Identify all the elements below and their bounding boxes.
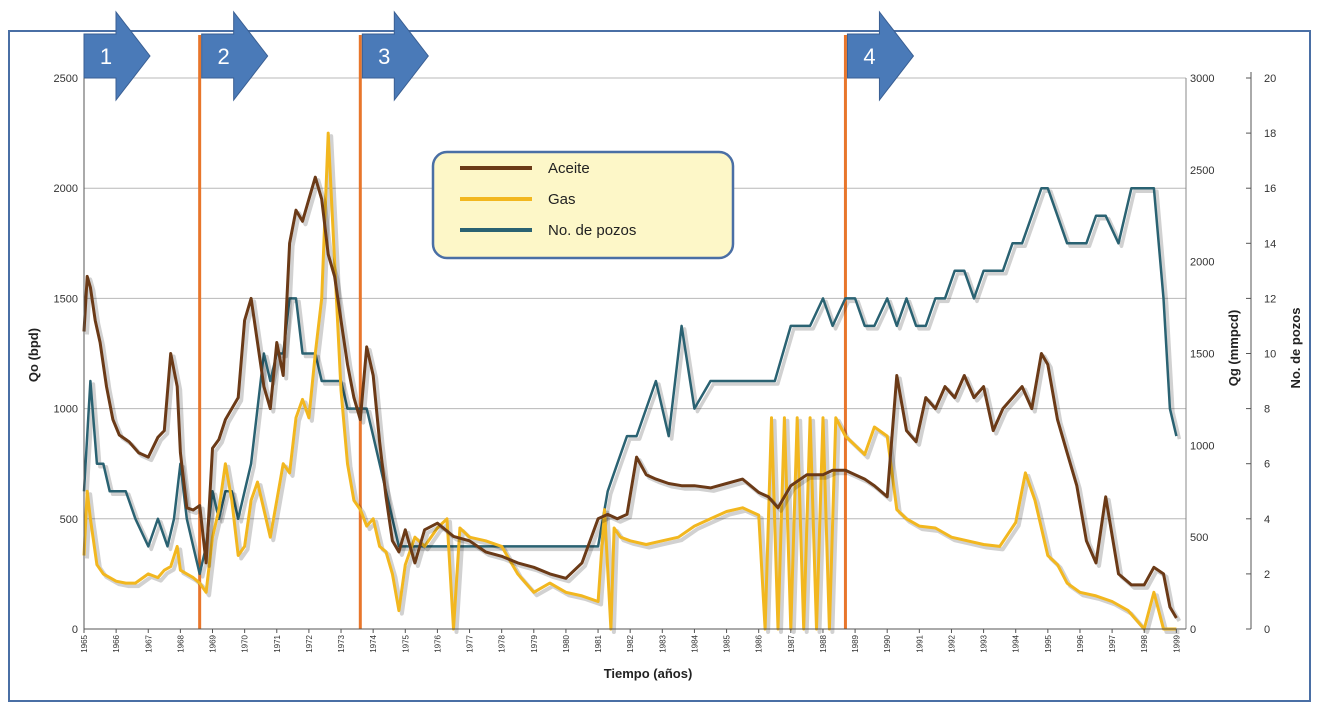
- x-tick-label: 1986: [755, 634, 764, 652]
- x-tick-label: 1974: [369, 634, 378, 652]
- y-right2-tick-label: 18: [1264, 128, 1276, 140]
- x-tick-label: 1988: [819, 634, 828, 652]
- y-right1-tick-label: 0: [1190, 624, 1196, 636]
- x-tick-label: 1971: [273, 634, 282, 652]
- x-tick-label: 1981: [594, 634, 603, 652]
- gridlines: [84, 78, 1186, 519]
- x-tick-label: 1980: [562, 634, 571, 652]
- y-right2-tick-label: 14: [1264, 238, 1276, 250]
- x-tick-label: 1995: [1044, 634, 1053, 652]
- phase-label: 3: [378, 44, 390, 69]
- x-tick-label: 1968: [176, 634, 185, 652]
- y-right1-tick-label: 500: [1190, 532, 1208, 544]
- x-tick-label: 1991: [915, 634, 924, 652]
- y-right2-tick-label: 4: [1264, 514, 1270, 526]
- x-tick-label: 1977: [466, 634, 475, 652]
- phase-arrow: [362, 12, 428, 100]
- y-left-tick-label: 2000: [54, 183, 78, 195]
- legend-label: Gas: [548, 191, 576, 208]
- legend-label: No. de pozos: [548, 222, 636, 239]
- y-right2-tick-label: 16: [1264, 183, 1276, 195]
- y-left-tick-label: 1500: [54, 293, 78, 305]
- y-right2-tick-label: 20: [1264, 73, 1276, 85]
- y-right2-tick-label: 8: [1264, 404, 1270, 416]
- x-tick-label: 1979: [530, 634, 539, 652]
- phase-label: 1: [100, 44, 112, 69]
- x-tick-label: 1998: [1140, 634, 1149, 652]
- phase-arrow: [202, 12, 268, 100]
- x-tick-label: 1987: [787, 634, 796, 652]
- x-tick-label: 1989: [851, 634, 860, 652]
- x-tick-label: 1970: [241, 634, 250, 652]
- x-tick-label: 1984: [690, 634, 699, 652]
- y-right1-tick-label: 1500: [1190, 349, 1214, 361]
- x-tick-label: 1990: [883, 634, 892, 652]
- x-tick-label: 1996: [1076, 634, 1085, 652]
- x-tick-label: 1992: [947, 634, 956, 652]
- legend-label: Aceite: [548, 160, 590, 177]
- y-right1-tick-label: 3000: [1190, 73, 1214, 85]
- y-axis-right2-title: No. de pozos: [1288, 308, 1303, 389]
- y-left-tick-label: 500: [60, 514, 78, 526]
- phase-arrow: [847, 12, 913, 100]
- x-tick-label: 1982: [626, 634, 635, 652]
- y-right1-tick-label: 1000: [1190, 440, 1214, 452]
- x-tick-label: 1967: [144, 634, 153, 652]
- x-tick-label: 1978: [498, 634, 507, 652]
- y-right2-tick-label: 12: [1264, 293, 1276, 305]
- x-tick-label: 1966: [112, 634, 121, 652]
- x-tick-label: 1997: [1108, 634, 1117, 652]
- y-right2-tick-label: 6: [1264, 459, 1270, 471]
- x-tick-label: 1994: [1012, 634, 1021, 652]
- phase-label: 4: [863, 44, 875, 69]
- legend: Aceite Gas No. de pozos: [433, 152, 733, 258]
- x-tick-label: 1972: [305, 634, 314, 652]
- phase-arrow: [84, 12, 150, 100]
- x-tick-label: 1993: [980, 634, 989, 652]
- y-right1-tick-label: 2500: [1190, 165, 1214, 177]
- phase-label: 2: [218, 44, 230, 69]
- x-axis-title: Tiempo (años): [604, 666, 693, 681]
- x-tick-label: 1975: [401, 634, 410, 652]
- x-tick-label: 1983: [658, 634, 667, 652]
- y-right2-tick-label: 10: [1264, 349, 1276, 361]
- y-left-tick-label: 2500: [54, 73, 78, 85]
- x-tick-label: 1965: [80, 634, 89, 652]
- x-tick-label: 1969: [209, 634, 218, 652]
- x-tick-label: 1973: [337, 634, 346, 652]
- x-tick-label: 1976: [433, 634, 442, 652]
- y-right1-tick-label: 2000: [1190, 257, 1214, 269]
- y-left-tick-label: 1000: [54, 404, 78, 416]
- y-right2-tick-label: 0: [1264, 624, 1270, 636]
- y-right2-tick-label: 2: [1264, 569, 1270, 581]
- y-axis-left-title: Qo (bpd): [26, 328, 41, 382]
- x-tick-label: 1999: [1172, 634, 1181, 652]
- y-left-tick-label: 0: [72, 624, 78, 636]
- y-axis-right1-title: Qg (mmpcd): [1226, 310, 1241, 387]
- x-tick-label: 1985: [723, 634, 732, 652]
